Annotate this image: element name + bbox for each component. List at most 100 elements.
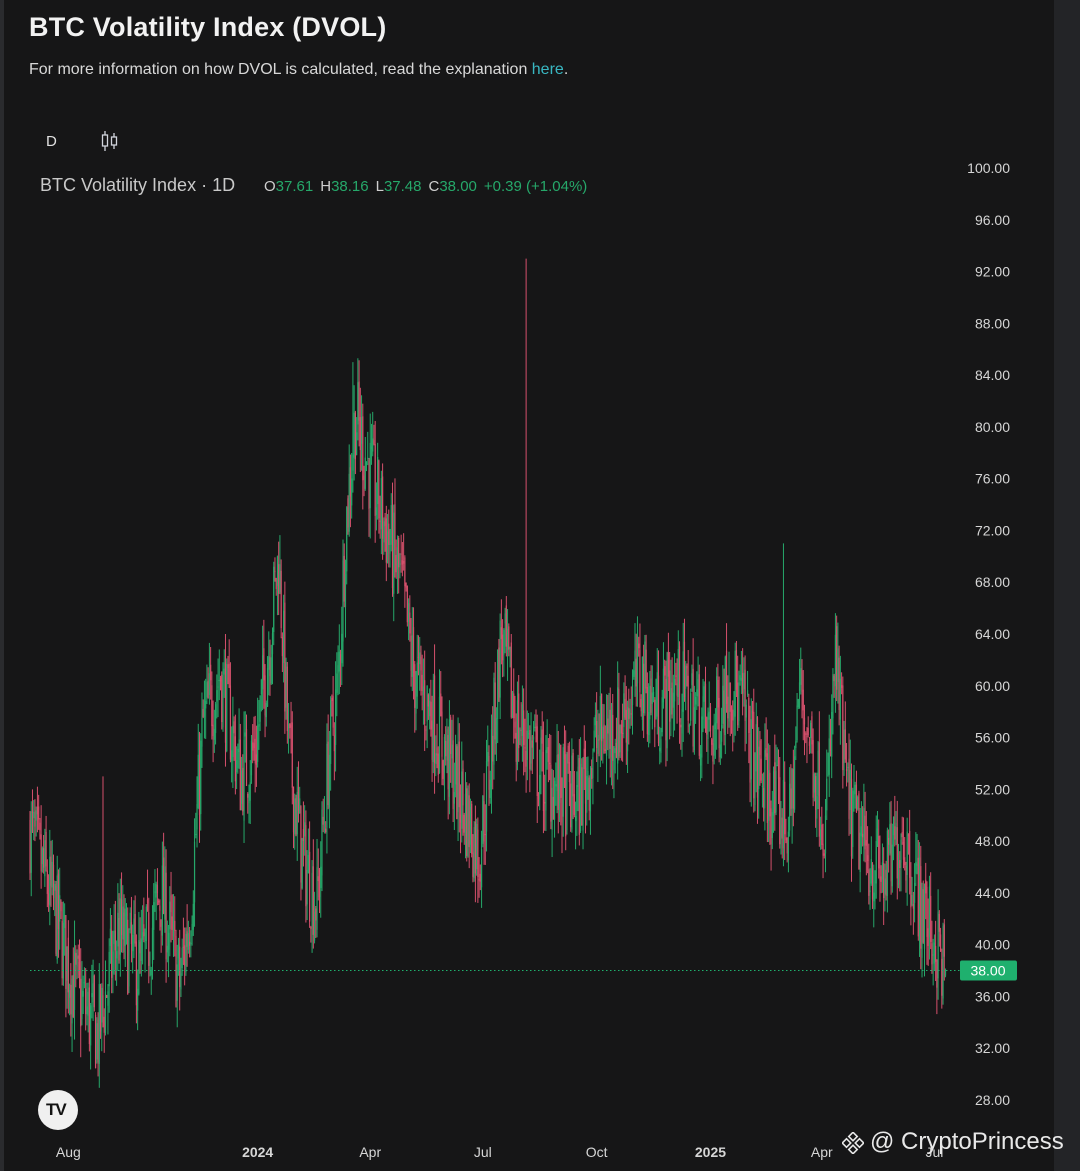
candle-body	[566, 753, 568, 831]
candle-body	[797, 699, 799, 708]
candle-body	[349, 467, 352, 497]
candle-body	[638, 643, 640, 649]
candle-body	[197, 754, 199, 809]
candle-body	[389, 543, 391, 554]
candle-body	[523, 710, 525, 745]
candle-body	[270, 657, 272, 684]
price-chart[interactable]: 100.00 96.00 92.00 88.00 84.00 80.00 76.00 72.0…	[0, 0, 1054, 1171]
candle-body	[845, 769, 848, 772]
candle-body	[602, 726, 604, 739]
candle-body	[634, 650, 636, 675]
candle-body	[635, 658, 637, 687]
candle-body	[667, 652, 669, 677]
candle-body	[232, 725, 234, 757]
candle-body	[609, 709, 611, 749]
tradingview-logo[interactable]: TV	[38, 1090, 78, 1130]
candle-body	[789, 783, 791, 831]
y-tick-label: 48.00	[975, 833, 1010, 849]
candle-body	[362, 416, 364, 481]
candle-body	[369, 442, 371, 509]
candle-body	[685, 665, 687, 689]
candle-body	[760, 758, 762, 781]
candle-body	[96, 1023, 98, 1060]
candle-body	[62, 922, 65, 979]
watermark: @ CryptoPrincess	[842, 1128, 1064, 1156]
candle-body	[785, 837, 787, 841]
candle-body	[88, 987, 90, 1045]
candle-body	[761, 785, 764, 787]
candle-body	[550, 764, 552, 822]
candle-body	[535, 723, 537, 733]
candle-body	[82, 991, 84, 997]
interval-button[interactable]: D	[46, 133, 57, 150]
candle-body	[859, 832, 861, 873]
candle-body	[211, 685, 213, 727]
candle-body	[900, 839, 902, 863]
candle-body	[545, 749, 547, 811]
candle-body	[539, 774, 541, 795]
candle-body	[132, 934, 134, 952]
candle-body	[302, 829, 305, 842]
candle-body	[200, 740, 202, 815]
candle-body	[297, 787, 300, 811]
candle-body	[479, 873, 481, 882]
candle-body	[191, 923, 193, 937]
candle-body	[346, 507, 348, 572]
candle-body	[148, 912, 150, 966]
candle-body	[40, 834, 42, 872]
candle-body	[901, 831, 903, 838]
candle-body	[772, 771, 775, 816]
candle-body	[175, 935, 177, 1007]
candle-body	[313, 911, 316, 941]
candle-body	[368, 459, 370, 509]
watermark-text: @ CryptoPrincess	[870, 1128, 1064, 1155]
change-value: +0.39 (+1.04%)	[483, 178, 588, 195]
candle-body	[139, 941, 141, 954]
candle-body	[296, 791, 298, 835]
candle-body	[557, 754, 559, 810]
candle-body	[338, 651, 340, 672]
candle-body	[149, 966, 151, 970]
candle-body	[146, 899, 149, 904]
candle-body	[287, 724, 290, 729]
y-tick-label: 44.00	[975, 885, 1010, 901]
candle-body	[519, 738, 521, 740]
explanation-link[interactable]: here	[531, 61, 564, 78]
candle-body	[631, 685, 634, 706]
candle-body	[448, 719, 451, 797]
candle-body	[118, 917, 120, 961]
candle-body	[364, 457, 366, 489]
candle-body	[485, 761, 488, 832]
right-scrollbar[interactable]	[1054, 0, 1080, 1171]
candle-body	[791, 769, 793, 816]
candle-body	[454, 744, 457, 785]
candle-body	[750, 719, 752, 780]
candle-body	[848, 758, 850, 819]
open-label: O	[264, 178, 276, 195]
candle-body	[878, 835, 880, 869]
candle-body	[943, 924, 945, 957]
candle-body	[514, 721, 516, 728]
candle-body	[372, 438, 374, 452]
candle-body	[216, 690, 218, 702]
candle-body	[698, 674, 700, 756]
candle-body	[843, 729, 845, 763]
candle-body	[341, 633, 343, 664]
candle-body	[717, 680, 719, 708]
candlestick-icon[interactable]	[100, 130, 120, 152]
candle-body	[579, 763, 582, 831]
candle-body	[399, 563, 401, 566]
candle-body	[586, 775, 588, 813]
candle-body	[853, 791, 855, 799]
candle-body	[459, 814, 462, 823]
candle-body	[395, 554, 397, 573]
candle-body	[385, 518, 387, 563]
candle-body	[71, 978, 73, 1024]
candle-body	[847, 767, 849, 769]
candle-body	[410, 635, 412, 671]
high-value: 38.16	[331, 178, 369, 195]
candle-body	[713, 724, 715, 756]
candle-body	[649, 685, 651, 720]
candle-body	[593, 730, 595, 752]
candle-body	[357, 382, 359, 425]
